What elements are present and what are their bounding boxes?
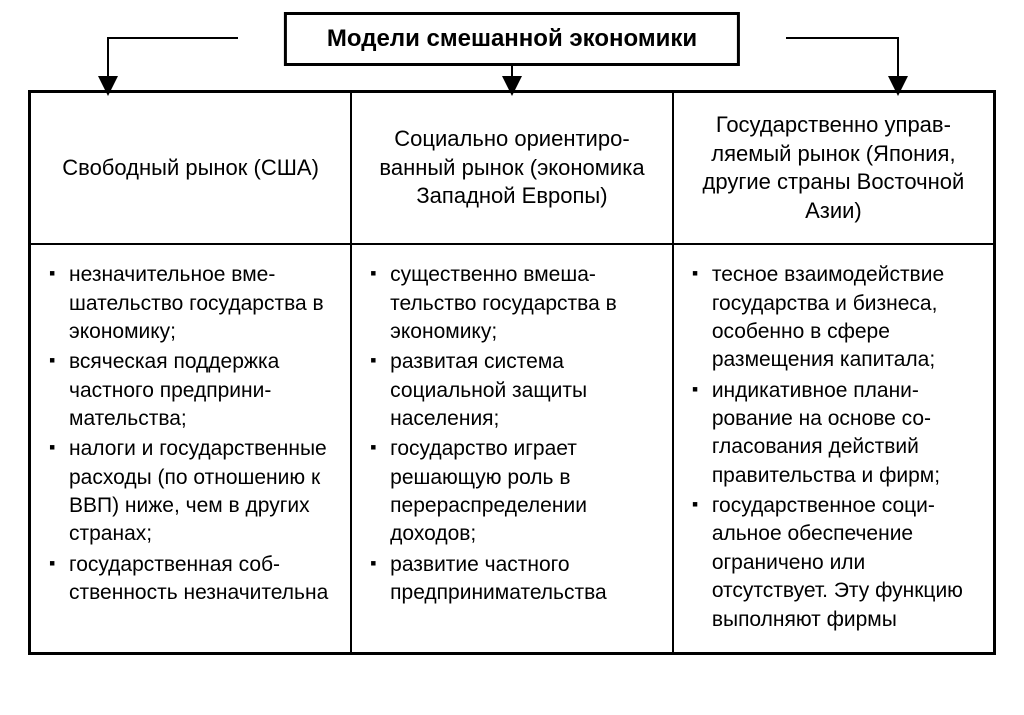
list-item: государственное соци­альное обеспечение … <box>688 492 981 634</box>
list-item: налоги и государ­ственные расходы (по от… <box>45 435 338 548</box>
models-table: Свободный рынок (США) Социально ориентир… <box>28 90 996 655</box>
header-row: Свободный рынок (США) Социально ориентир… <box>30 92 995 245</box>
col-header-2: Государственно управ­ляемый рынок (Япони… <box>673 92 995 245</box>
list-item: всяческая поддержка частного предприни­м… <box>45 348 338 433</box>
list-col-2: тесное взаимодей­ствие государства и биз… <box>688 261 981 633</box>
list-col-1: существенно вмеша­тельство государства в… <box>366 261 660 607</box>
col-header-0: Свободный рынок (США) <box>30 92 352 245</box>
list-item: развитая система социальной защиты насел… <box>366 348 660 433</box>
mixed-economy-models-diagram: Модели смешанной экономики Свободный рын… <box>28 12 996 695</box>
body-row: незначительное вме­шательство государ­ст… <box>30 244 995 653</box>
list-item: незначительное вме­шательство государ­ст… <box>45 261 338 346</box>
col-cell-0: незначительное вме­шательство государ­ст… <box>30 244 352 653</box>
list-item: существенно вмеша­тельство государства в… <box>366 261 660 346</box>
col-cell-2: тесное взаимодей­ствие государства и биз… <box>673 244 995 653</box>
list-item: государственная соб­ственность незначи­т… <box>45 551 338 608</box>
col-cell-1: существенно вмеша­тельство государства в… <box>351 244 673 653</box>
title-box: Модели смешанной экономики <box>284 12 740 66</box>
table-container: Свободный рынок (США) Социально ориентир… <box>28 90 996 655</box>
col-header-1: Социально ориентиро­ванный рынок (эконом… <box>351 92 673 245</box>
list-item: государство играет решающую роль в перер… <box>366 435 660 548</box>
list-item: индикативное плани­рование на основе со­… <box>688 377 981 490</box>
title-text: Модели смешанной экономики <box>327 25 697 52</box>
list-item: тесное взаимодей­ствие государства и биз… <box>688 261 981 374</box>
list-col-0: незначительное вме­шательство государ­ст… <box>45 261 338 607</box>
list-item: развитие частного предпринимательства <box>366 551 660 608</box>
